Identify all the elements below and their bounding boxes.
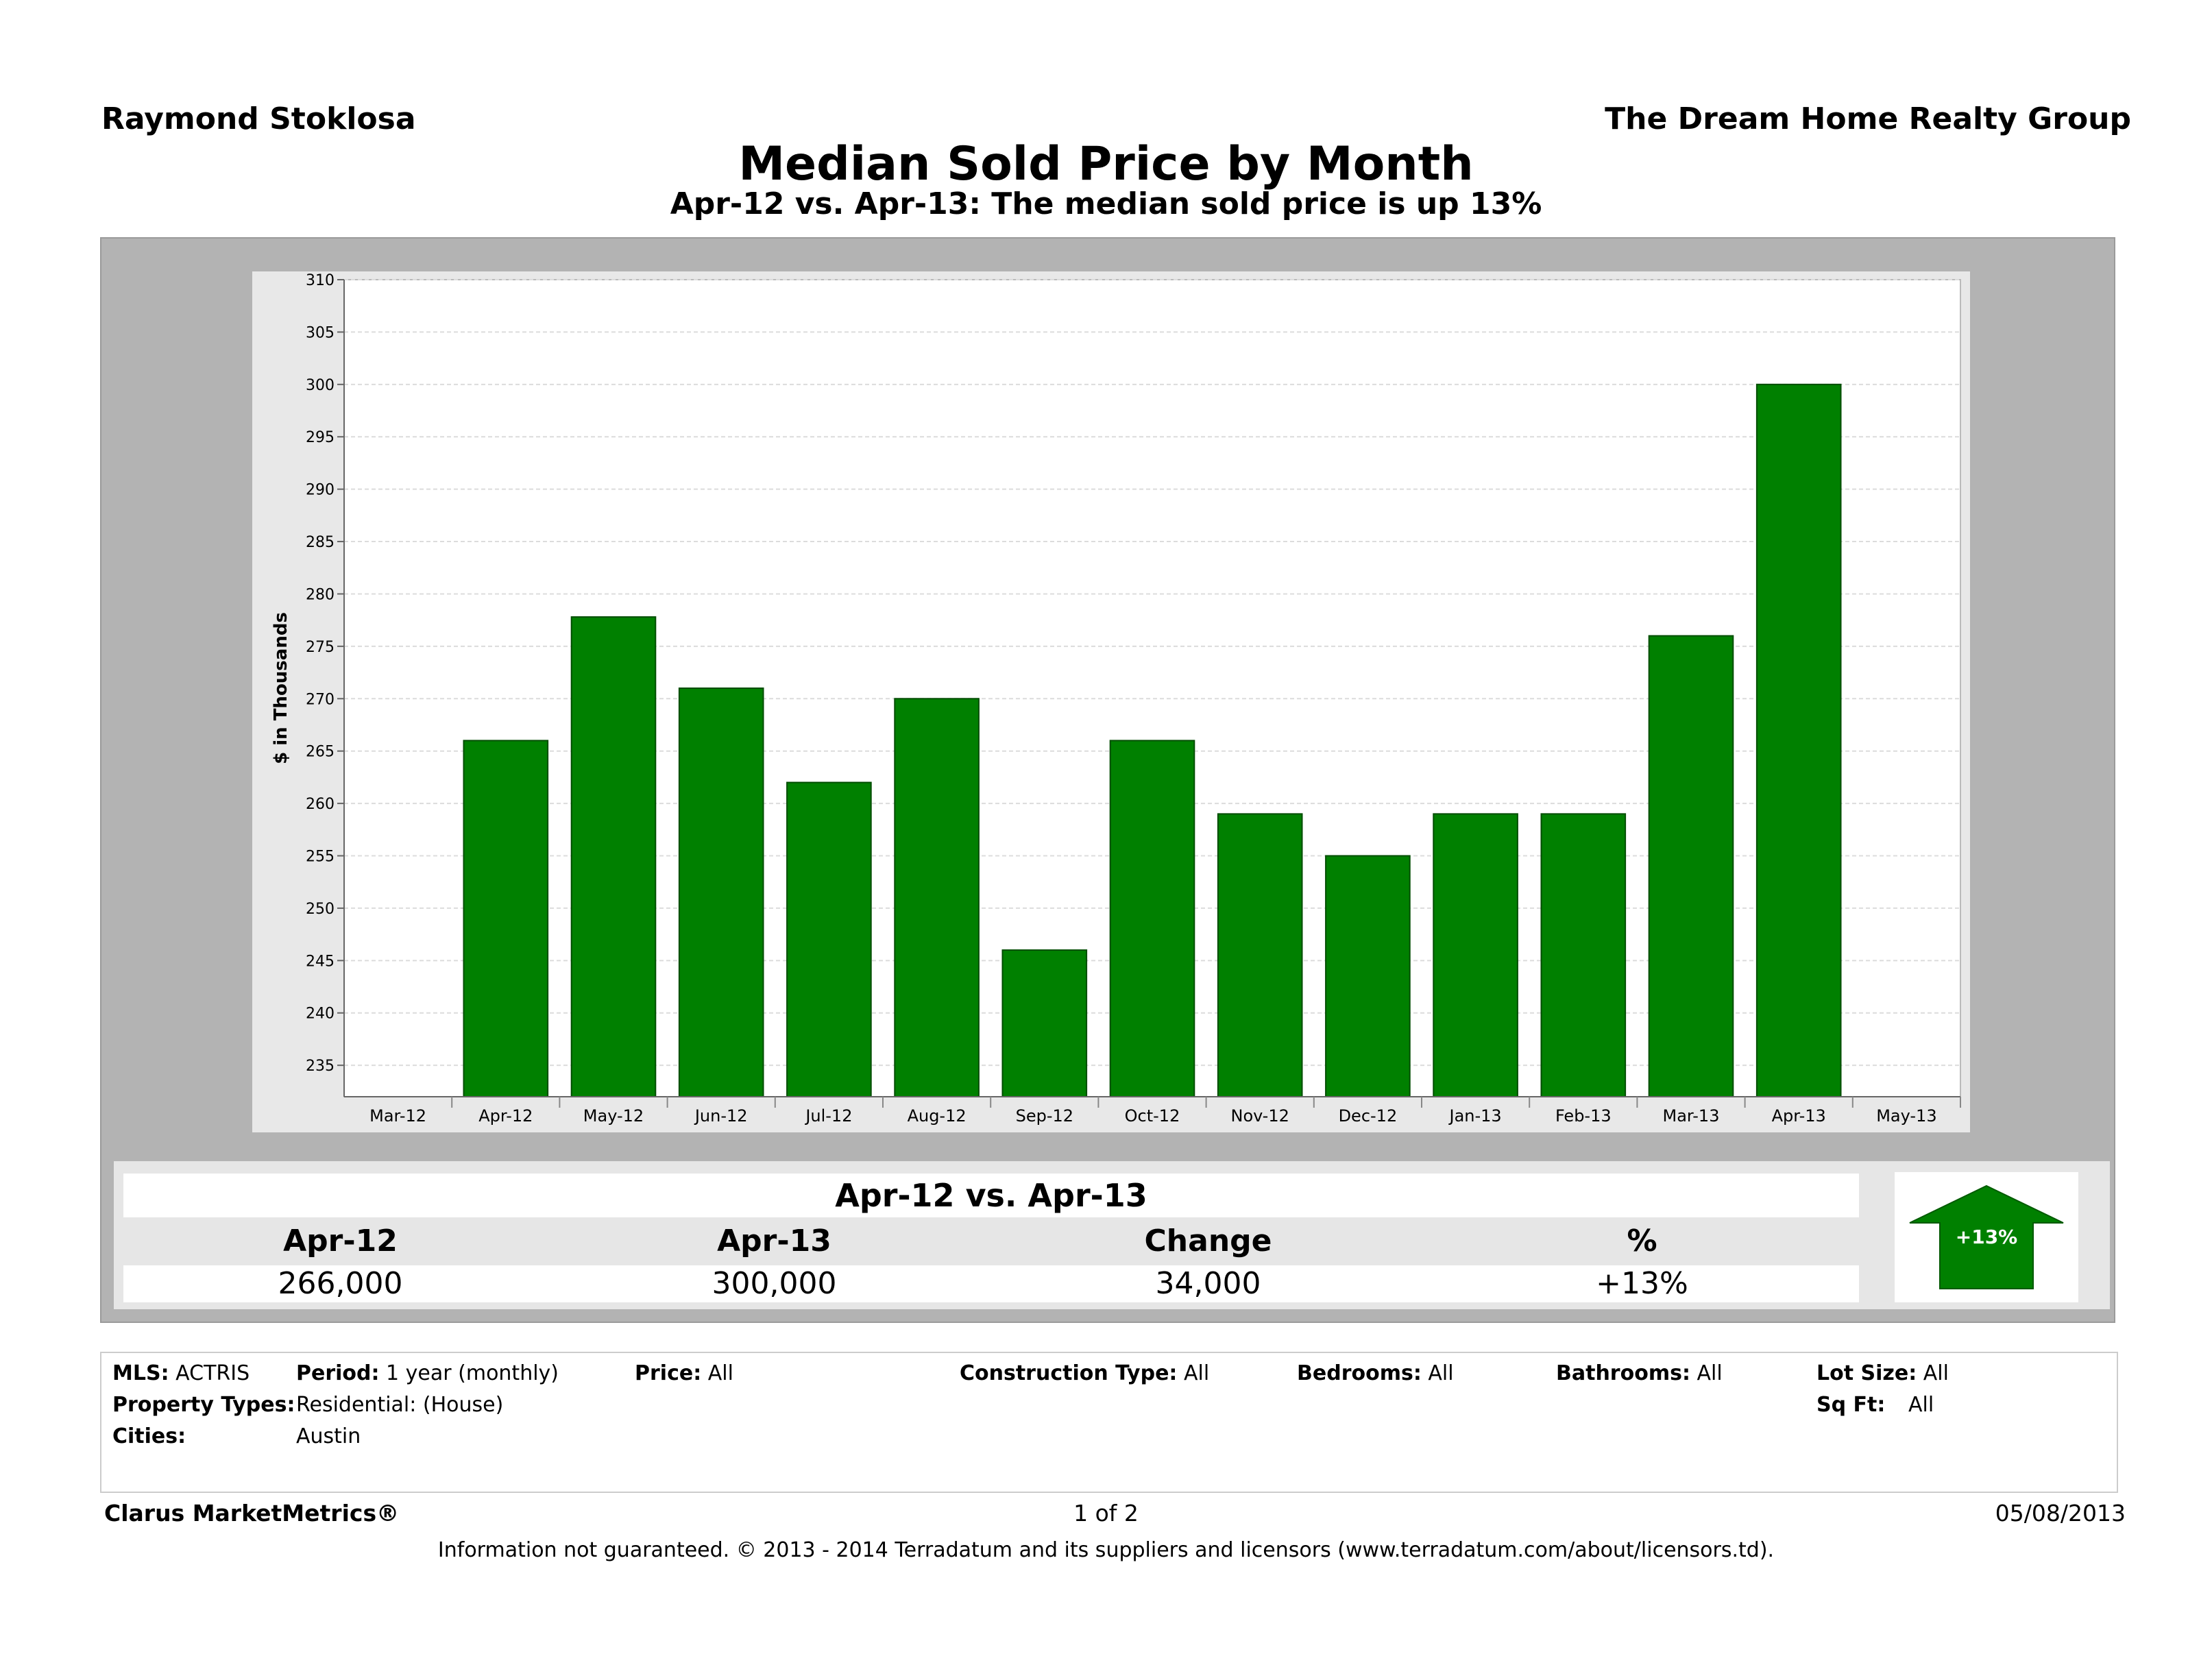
- y-tick-label: 255: [306, 849, 335, 866]
- x-tick-label: Apr-12: [478, 1106, 533, 1126]
- bar-dec-12: [1325, 855, 1411, 1097]
- sqft-label: Sq Ft:: [1816, 1393, 1886, 1417]
- col-header-percent: %: [1627, 1224, 1657, 1258]
- period-filter: Period: 1 year (monthly): [296, 1361, 559, 1385]
- cities-label: Cities:: [112, 1424, 186, 1448]
- bar-mar-13: [1648, 635, 1734, 1097]
- bar-jun-12: [678, 688, 764, 1097]
- y-tick-label: 305: [306, 324, 335, 341]
- x-tick-label: May-13: [1876, 1106, 1936, 1126]
- bar-sep-12: [1001, 949, 1088, 1097]
- y-tick-label: 290: [306, 482, 335, 499]
- bar-oct-12: [1109, 740, 1195, 1097]
- chart-subtitle: Apr-12 vs. Apr-13: The median sold price…: [670, 186, 1542, 221]
- bedrooms-filter: Bedrooms: All: [1297, 1361, 1454, 1385]
- y-tick-label: 285: [306, 534, 335, 551]
- brand-name: Clarus MarketMetrics®: [104, 1500, 400, 1527]
- property-type-value: Residential: (House): [296, 1393, 504, 1417]
- x-tick-label: Nov-12: [1230, 1106, 1289, 1126]
- agent-name: Raymond Stoklosa: [101, 101, 416, 136]
- y-tick-label: 245: [306, 953, 335, 970]
- property-type-label: Property Types:: [112, 1393, 295, 1417]
- cities-value: Austin: [296, 1424, 361, 1448]
- y-tick-label: 235: [306, 1058, 335, 1075]
- bar-jul-12: [786, 781, 872, 1097]
- x-tick-label: Jul-12: [804, 1106, 852, 1126]
- price-filter: Price: All: [635, 1361, 733, 1385]
- y-tick-label: 295: [306, 429, 335, 446]
- company-name: The Dream Home Realty Group: [1605, 101, 2131, 136]
- x-tick-label: Apr-13: [1772, 1106, 1826, 1126]
- x-tick-label: Mar-12: [369, 1106, 426, 1126]
- badge-label: +13%: [1956, 1226, 2017, 1248]
- y-tick-label: 250: [306, 901, 335, 918]
- filter-criteria: [100, 1352, 2118, 1493]
- x-tick-label: Dec-12: [1339, 1106, 1398, 1126]
- change-badge: +13%: [1895, 1172, 2078, 1302]
- construction-filter: Construction Type: All: [960, 1361, 1210, 1385]
- bathrooms-filter: Bathrooms: All: [1556, 1361, 1723, 1385]
- summary-heading: Apr-12 vs. Apr-13: [123, 1174, 1859, 1217]
- x-tick-label: Jan-13: [1448, 1106, 1501, 1126]
- page-number: 1 of 2: [1073, 1500, 1139, 1527]
- y-tick-label: 240: [306, 1006, 335, 1023]
- col-header-end: Apr-13: [717, 1224, 831, 1258]
- up-arrow-icon: [1909, 1184, 2064, 1289]
- bar-may-12: [570, 616, 657, 1098]
- y-tick-label: 280: [306, 586, 335, 603]
- bar-apr-12: [463, 740, 549, 1097]
- x-tick-label: Oct-12: [1125, 1106, 1180, 1126]
- y-tick-label: 265: [306, 744, 335, 761]
- x-tick-label: Aug-12: [908, 1106, 967, 1126]
- bar-jan-13: [1433, 813, 1518, 1098]
- y-tick-label: 300: [306, 377, 335, 394]
- x-tick-label: Sep-12: [1016, 1106, 1073, 1126]
- x-tick-label: May-12: [583, 1106, 644, 1126]
- value-percent: +13%: [1596, 1266, 1688, 1301]
- col-header-start: Apr-12: [283, 1224, 398, 1258]
- value-end: 300,000: [712, 1266, 837, 1301]
- y-axis-label: $ in Thousands: [271, 612, 291, 764]
- x-tick-label: Feb-13: [1555, 1106, 1612, 1126]
- value-start: 266,000: [278, 1266, 403, 1301]
- col-header-change: Change: [1144, 1224, 1272, 1258]
- summary-columns: Apr-12 Apr-13 Change %: [123, 1221, 1859, 1261]
- bar-apr-13: [1755, 383, 1842, 1097]
- bar-nov-12: [1217, 813, 1303, 1098]
- bar-feb-13: [1540, 813, 1627, 1098]
- report-date: 05/08/2013: [1995, 1500, 2126, 1527]
- bar-aug-12: [894, 698, 980, 1097]
- lot-size-filter: Lot Size: All: [1816, 1361, 1949, 1385]
- bar-chart: 235 240 245 250 255 260 265 270 275 280 285 290 295 3…: [271, 272, 1961, 1126]
- chart-area: 235 240 245 250 255 260 265 270 275 280 285 290 295 3…: [252, 271, 1970, 1132]
- y-tick-label: 260: [306, 796, 335, 813]
- x-tick-label: Mar-13: [1663, 1106, 1720, 1126]
- y-tick-label: 310: [306, 272, 335, 289]
- mls-filter: MLS: ACTRIS: [112, 1361, 250, 1385]
- y-tick-label: 275: [306, 639, 335, 656]
- chart-title: Median Sold Price by Month: [738, 137, 1474, 191]
- disclaimer: Information not guaranteed. © 2013 - 201…: [437, 1538, 1775, 1562]
- x-tick-label: Jun-12: [694, 1106, 748, 1126]
- y-tick-label: 270: [306, 691, 335, 708]
- summary-values: 266,000 300,000 34,000 +13%: [123, 1265, 1859, 1302]
- sqft-value: All: [1908, 1393, 1934, 1417]
- value-change: 34,000: [1155, 1266, 1261, 1301]
